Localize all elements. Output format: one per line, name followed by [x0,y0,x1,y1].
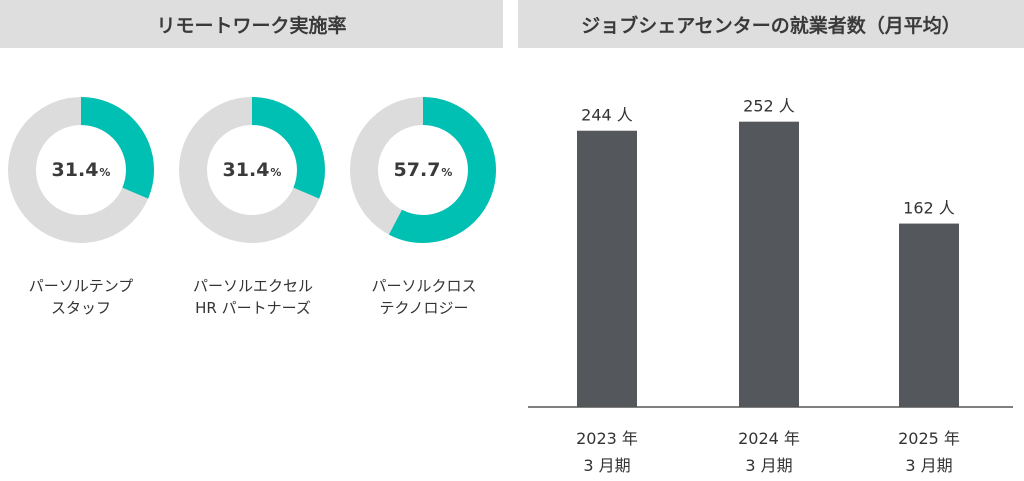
bar [577,130,637,407]
donut-chart-temp-staff: 31.4% [8,97,154,243]
donut-value: 31.4% [179,97,325,243]
donut-arc [8,97,154,243]
bar-chart: 244 人 2023 年 3 月期 252 人 2024 年 3 月期 162 人 2025 … [528,97,1013,475]
donut-value-unit: % [441,166,453,179]
x-tick-label: 2024 年 [738,429,800,448]
donut-label-line1: パーソルエクセル [192,277,313,295]
bar [899,223,959,407]
donut-label-temp-staff: パーソルテンプ スタッフ [0,275,166,319]
donut-svg [8,97,154,243]
x-tick-label: 3 月期 [583,456,630,475]
donut-arc [179,97,325,243]
donut-value-number: 31.4 [222,159,270,181]
job-share-header: ジョブシェアセンターの就業者数（月平均） [518,0,1024,48]
donut-chart-cross-technology: 57.7% [350,97,496,243]
donut-label-cross-technology: パーソルクロス テクノロジー [339,275,509,319]
x-tick-label: 2023 年 [576,429,638,448]
donut-value-unit: % [270,166,282,179]
donut-arc [350,97,496,243]
remote-work-header: リモートワーク実施率 [0,0,503,48]
donut-label-line1: パーソルクロス [371,277,477,295]
bar [739,121,799,408]
bar-value-label: 252 人 [743,97,795,116]
donut-value: 31.4% [8,97,154,243]
donut-label-line2: HR パートナーズ [195,299,311,317]
donut-chart-excel-hr: 31.4% [179,97,325,243]
x-tick-label: 3 月期 [905,456,952,475]
donut-svg [179,97,325,243]
donut-value: 57.7% [350,97,496,243]
donut-label-line2: テクノロジー [379,299,469,317]
donut-svg [350,97,496,243]
x-tick-label: 3 月期 [745,456,792,475]
bar-value-label: 244 人 [581,106,633,125]
donut-value-unit: % [99,166,111,179]
donut-label-line2: スタッフ [50,299,111,317]
donut-label-line1: パーソルテンプ [28,277,134,295]
donut-label-excel-hr: パーソルエクセル HR パートナーズ [168,275,338,319]
x-tick-label: 2025 年 [898,429,960,448]
bar-value-label: 162 人 [903,199,955,218]
donut-value-number: 57.7 [393,159,441,181]
donut-value-number: 31.4 [51,159,99,181]
